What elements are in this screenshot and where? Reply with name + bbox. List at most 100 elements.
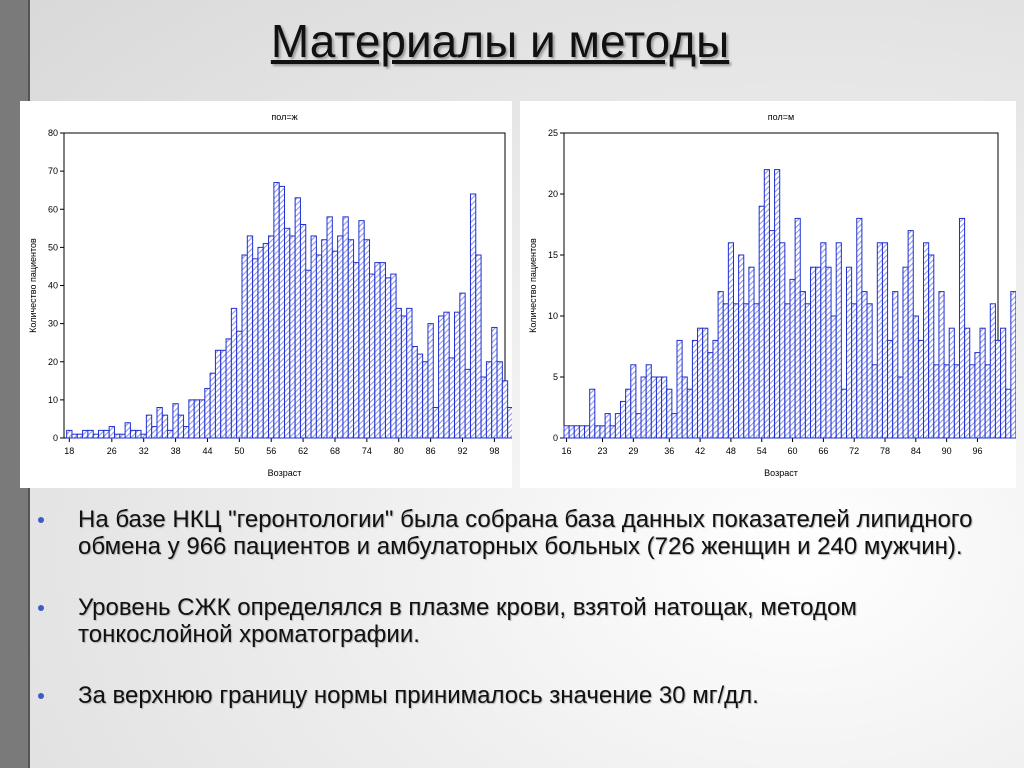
x-tick-label: 60 [788, 446, 798, 456]
histogram-bar [774, 169, 781, 439]
y-tick-label: 20 [548, 189, 558, 199]
histogram-bar [87, 429, 94, 439]
histogram-bar [188, 399, 195, 439]
histogram-bar [686, 388, 693, 439]
x-tick-label: 32 [139, 446, 149, 456]
histogram-bar [748, 266, 755, 439]
histogram-bar [198, 399, 206, 439]
histogram-bar [871, 364, 878, 439]
histogram-bar [789, 278, 796, 439]
histogram-bar [193, 399, 200, 439]
histogram-bar [768, 230, 776, 439]
histogram-bar [289, 235, 296, 439]
histogram-bar [507, 407, 512, 439]
y-tick-label: 5 [553, 372, 558, 382]
histogram-bar [177, 414, 185, 439]
histogram-bar [294, 197, 301, 439]
histogram-bar [331, 250, 339, 439]
histogram-bar [273, 182, 280, 439]
histogram-bar [661, 376, 668, 439]
histogram-bar [400, 315, 408, 439]
histogram-bar [810, 266, 817, 439]
histogram-bar [820, 242, 827, 439]
histogram-bar [917, 339, 925, 439]
histogram-bar [851, 303, 858, 439]
histogram-bar [1010, 291, 1016, 439]
histogram-bar [76, 433, 84, 439]
histogram-bar [262, 243, 270, 439]
histogram-bar [161, 414, 169, 439]
histogram-bar [485, 361, 493, 439]
histogram-bar [609, 425, 616, 439]
histogram-bar [676, 339, 683, 439]
histogram-bar [135, 429, 142, 439]
bullet-item: На базе НКЦ "геронтологии" была собрана … [38, 506, 1013, 560]
bullet-text: На базе НКЦ "геронтологии" была собрана … [78, 506, 973, 560]
histogram-bar [432, 407, 440, 439]
y-tick-label: 50 [48, 242, 58, 252]
histogram-bar [712, 339, 719, 439]
histogram-bar [66, 429, 73, 439]
histogram-bar [702, 327, 709, 439]
x-tick-label: 78 [880, 446, 890, 456]
histogram-bar [619, 400, 627, 439]
histogram-bar [984, 364, 991, 439]
chart-title: пол=м [768, 112, 794, 122]
histogram-bar [71, 433, 78, 439]
histogram-bar [979, 327, 986, 439]
histogram-bar [691, 339, 699, 439]
histogram-bar [422, 361, 429, 439]
x-tick-label: 72 [849, 446, 859, 456]
y-tick-label: 70 [48, 166, 58, 176]
chart-title: пол=ж [271, 112, 297, 122]
histogram-bar [438, 315, 445, 439]
histogram-bar [315, 254, 323, 439]
y-tick-label: 20 [48, 357, 58, 367]
histogram-bar [491, 326, 498, 439]
histogram-bar [299, 224, 307, 439]
histogram-bar [625, 388, 632, 439]
histogram-bar [358, 220, 365, 439]
histogram-bar [779, 242, 786, 439]
histogram-bar [727, 242, 734, 439]
histogram-bar [204, 387, 211, 439]
histogram-bar [948, 327, 955, 439]
x-axis-label: Возраст [268, 468, 302, 478]
histogram-bar [738, 254, 745, 439]
histogram-bar [666, 388, 673, 439]
x-tick-label: 48 [726, 446, 736, 456]
y-tick-label: 30 [48, 319, 58, 329]
histogram-bar [907, 230, 914, 439]
x-tick-label: 18 [64, 446, 74, 456]
y-tick-label: 10 [48, 395, 58, 405]
histogram-bar [459, 292, 466, 439]
x-tick-label: 74 [362, 446, 372, 456]
histogram-bar [156, 407, 163, 439]
histogram-bar [897, 376, 904, 439]
histogram-bar [881, 242, 889, 439]
x-tick-label: 56 [266, 446, 276, 456]
histogram-bar [129, 429, 137, 439]
y-tick-label: 60 [48, 204, 58, 214]
histogram-bar [645, 364, 652, 439]
histogram-bar [589, 388, 596, 439]
histogram-bar [347, 239, 355, 439]
y-tick-label: 0 [553, 433, 558, 443]
histogram-bar [246, 235, 254, 439]
histogram-bar [614, 413, 621, 439]
histogram-bar [119, 433, 126, 439]
x-tick-label: 62 [298, 446, 308, 456]
histogram-bar [284, 227, 291, 439]
y-tick-label: 0 [53, 433, 58, 443]
x-tick-label: 23 [598, 446, 608, 456]
histogram-bar [278, 185, 285, 439]
histogram-bar [225, 338, 232, 439]
bullet-dot [38, 693, 44, 699]
histogram-bar [825, 266, 832, 439]
histogram-bar [815, 266, 822, 439]
histogram-bar [604, 413, 611, 439]
x-tick-label: 96 [972, 446, 982, 456]
histogram-bar [98, 429, 105, 439]
histogram-bar [887, 339, 894, 439]
histogram-bar [257, 246, 264, 439]
